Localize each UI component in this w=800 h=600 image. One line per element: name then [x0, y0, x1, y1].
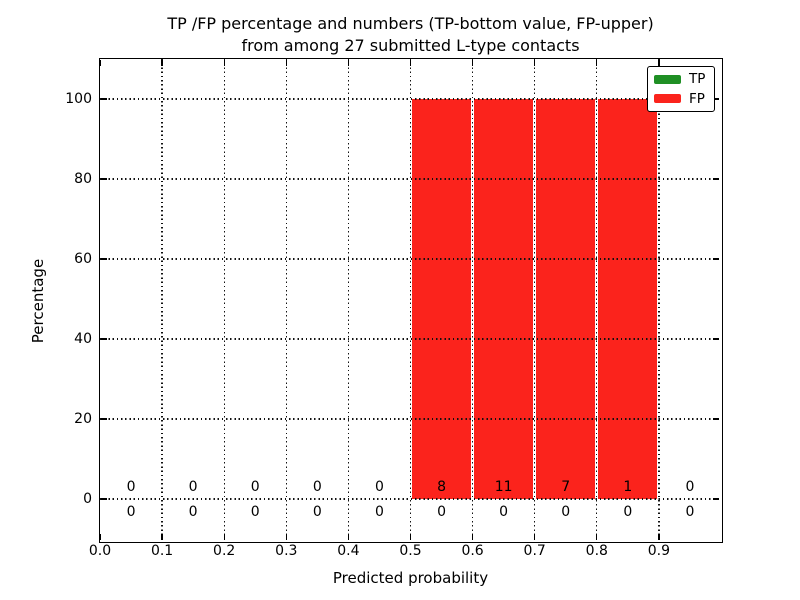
x-tick-top — [285, 60, 287, 66]
bar-fp — [598, 99, 658, 499]
legend: TP FP — [647, 66, 715, 112]
y-tick-right — [713, 338, 719, 340]
v-gridline — [596, 59, 598, 542]
y-tick-label: 100 — [65, 91, 92, 107]
x-tick-bottom — [596, 534, 598, 540]
y-tick-label: 60 — [74, 251, 92, 267]
chart-title-line-1: TP /FP percentage and numbers (TP-bottom… — [167, 14, 654, 33]
y-tick-label: 20 — [74, 411, 92, 427]
fp-legend-swatch-icon — [654, 94, 681, 104]
x-tick-label: 0.0 — [88, 543, 112, 559]
x-tick-top — [596, 60, 598, 66]
count-label-tp: 0 — [437, 504, 446, 520]
x-tick-label: 0.7 — [523, 543, 546, 559]
v-gridline — [161, 59, 163, 542]
count-label-tp: 0 — [685, 504, 695, 520]
x-tick-label: 0.2 — [213, 543, 236, 559]
x-tick-label: 0.3 — [275, 543, 298, 559]
count-label-fp: 0 — [685, 479, 695, 495]
x-tick-top — [409, 60, 412, 66]
count-label-fp: 0 — [126, 479, 136, 495]
y-tick-right — [713, 178, 719, 180]
x-tick-bottom — [223, 534, 225, 540]
count-label-fp: 0 — [250, 479, 260, 495]
y-tick-left — [101, 338, 107, 340]
x-tick-bottom — [99, 534, 101, 540]
v-gridline — [658, 59, 660, 542]
bar-fp — [474, 99, 534, 499]
count-label-tp: 0 — [561, 504, 571, 520]
x-tick-label: 0.9 — [647, 543, 671, 559]
count-label-tp: 0 — [499, 504, 509, 520]
x-tick-bottom — [534, 534, 536, 540]
y-tick-right — [713, 258, 719, 260]
x-tick-bottom — [347, 534, 350, 540]
legend-item-tp: TP — [654, 72, 708, 86]
v-gridline — [471, 59, 474, 542]
x-tick-bottom — [285, 534, 287, 540]
count-label-fp: 1 — [623, 479, 633, 495]
y-tick-left — [101, 418, 107, 420]
y-tick-right — [713, 498, 719, 500]
x-tick-top — [223, 60, 225, 66]
x-tick-bottom — [161, 534, 163, 540]
bar-fp — [412, 99, 472, 499]
x-tick-top — [347, 60, 350, 66]
x-tick-label: 0.8 — [585, 543, 608, 559]
count-label-fp: 7 — [561, 479, 571, 495]
count-label-fp: 0 — [312, 479, 322, 495]
x-tick-bottom — [409, 534, 412, 540]
count-label-tp: 0 — [374, 504, 384, 520]
x-tick-top — [99, 60, 101, 66]
legend-item-fp: FP — [654, 92, 708, 106]
count-label-tp: 0 — [250, 504, 260, 520]
x-tick-label: 0.5 — [399, 543, 422, 559]
count-label-fp: 0 — [188, 479, 198, 495]
y-tick-label: 40 — [74, 331, 92, 347]
bar-fp — [536, 99, 596, 499]
fp-legend-label: FP — [689, 90, 705, 107]
y-tick-label: 0 — [83, 491, 92, 507]
tp-legend-swatch-icon — [654, 74, 681, 84]
x-tick-top — [471, 60, 474, 66]
x-tick-top — [658, 60, 660, 66]
v-gridline — [347, 59, 350, 542]
y-tick-right — [713, 98, 719, 100]
tp-legend-label: TP — [689, 71, 706, 88]
count-label-tp: 0 — [312, 504, 322, 520]
y-tick-left — [101, 98, 107, 100]
count-label-tp: 0 — [126, 504, 136, 520]
y-tick-right — [713, 418, 719, 420]
count-label-tp: 0 — [188, 504, 198, 520]
x-tick-label: 0.6 — [461, 543, 484, 559]
x-tick-top — [161, 60, 163, 66]
y-tick-label: 80 — [74, 171, 92, 187]
x-tick-bottom — [471, 534, 474, 540]
count-label-tp: 0 — [623, 504, 633, 520]
v-gridline — [223, 59, 225, 542]
x-tick-top — [534, 60, 536, 66]
v-gridline — [534, 59, 536, 542]
count-label-fp: 11 — [494, 479, 513, 495]
x-axis-label: Predicted probability — [332, 569, 489, 587]
y-axis-label: Percentage — [29, 258, 47, 344]
count-label-fp: 8 — [437, 479, 446, 495]
y-tick-left — [101, 258, 107, 260]
x-tick-label: 0.1 — [150, 543, 174, 559]
v-gridline — [409, 59, 412, 542]
x-tick-bottom — [658, 534, 660, 540]
y-tick-left — [101, 178, 107, 180]
x-tick-label: 0.4 — [337, 543, 360, 559]
y-tick-left — [101, 498, 107, 500]
v-gridline — [285, 59, 287, 542]
chart-title-line-2: from among 27 submitted L-type contacts — [241, 36, 580, 55]
count-label-fp: 0 — [374, 479, 384, 495]
